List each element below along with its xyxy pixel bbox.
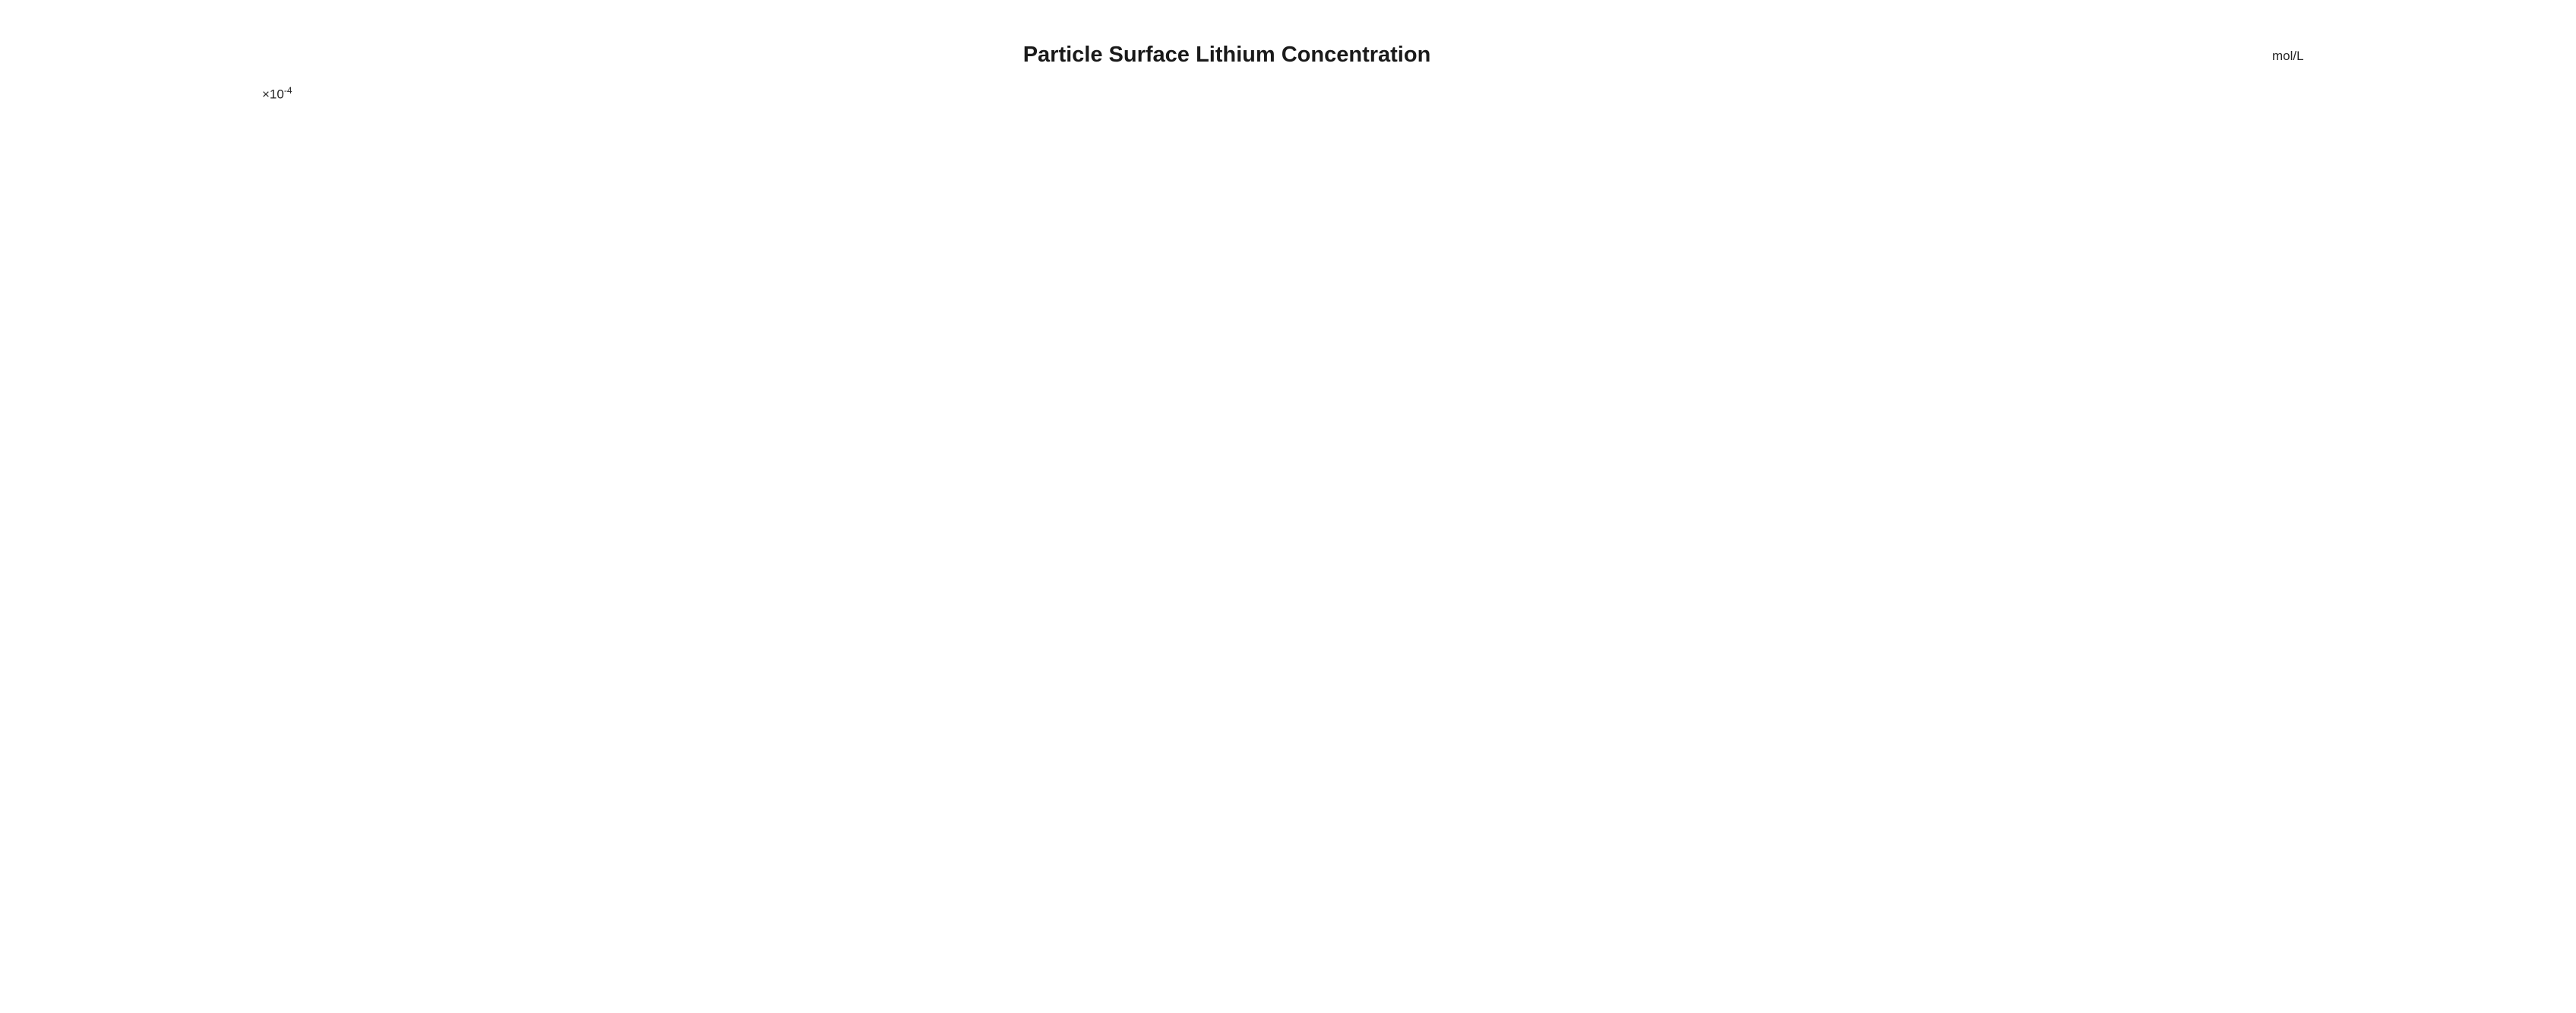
z-axis-exponent-label: ×10-4 — [262, 85, 292, 103]
z-exponent-power: -4 — [283, 85, 292, 96]
chart-title: Particle Surface Lithium Concentration — [1022, 43, 1431, 67]
colorbar-unit-label: mol/L — [2272, 49, 2304, 63]
z-exponent-base: ×10 — [262, 87, 284, 102]
